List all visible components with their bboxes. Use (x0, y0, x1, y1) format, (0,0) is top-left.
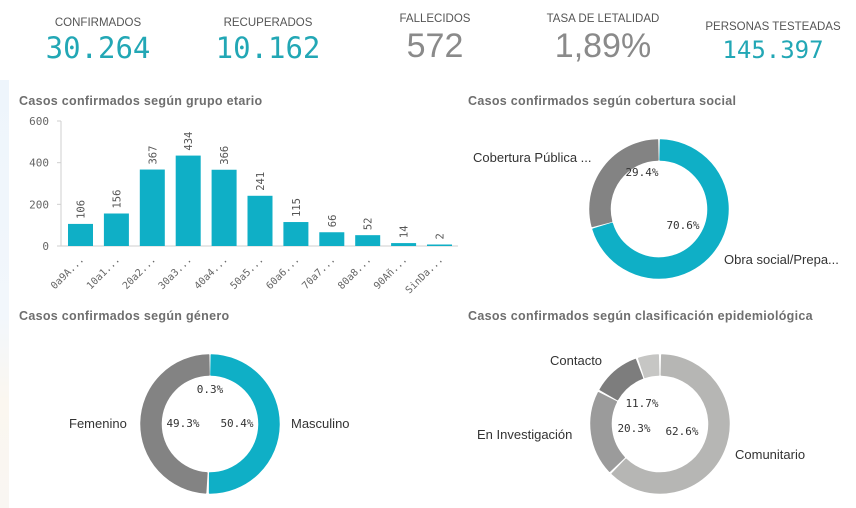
segment-otro[interactable] (637, 354, 660, 379)
y-tick-label: 400 (29, 157, 49, 170)
legend-cobertura-publica: Cobertura Pública ... (473, 150, 592, 165)
kpi-value: 1,89% (554, 27, 652, 65)
x-category-label: 30a3... (157, 254, 195, 292)
pct-obra-social: 70.6% (666, 219, 699, 232)
kpi-label: FALLECIDOS (399, 13, 471, 25)
bar-value-label: 241 (255, 172, 267, 191)
bar[interactable] (355, 235, 381, 246)
bar[interactable] (427, 244, 452, 247)
segment-masculino[interactable] (208, 354, 280, 494)
x-category-label: 50a5... (229, 254, 267, 292)
kpi-fallecidos: FALLECIDOS 572 (375, 13, 495, 65)
pct-comunitario: 62.6% (665, 425, 698, 438)
x-category-label: 40a4... (193, 254, 231, 292)
kpi-value: 30.264 (45, 31, 151, 65)
pct-femenino: 49.3% (166, 417, 199, 430)
segment-femenino[interactable] (140, 354, 210, 494)
x-category-label: 90Añ... (372, 254, 410, 292)
segment-en-investigacion[interactable] (590, 391, 625, 472)
kpi-value: 10.162 (215, 31, 321, 65)
pct-cobertura-publica: 29.4% (625, 166, 658, 179)
bar-value-label: 106 (76, 200, 88, 219)
y-tick-label: 600 (29, 115, 49, 128)
bar[interactable] (391, 243, 417, 246)
bar-value-label: 366 (219, 146, 231, 165)
kpi-value: 145.397 (722, 36, 824, 64)
segment-contacto[interactable] (599, 358, 644, 401)
legend-comunitario: Comunitario (735, 447, 805, 462)
legend-femenino: Femenino (69, 416, 127, 431)
pct-sin-dato: 0.3% (197, 383, 224, 396)
bar[interactable] (68, 223, 93, 246)
kpi-tasa-letalidad: TASA DE LETALIDAD 1,89% (533, 13, 673, 65)
x-category-label: 70a7... (300, 254, 338, 292)
kpi-label: PERSONAS TESTEADAS (705, 21, 841, 33)
segment-comunitario[interactable] (611, 354, 730, 494)
kpi-label: RECUPERADOS (223, 17, 313, 29)
bar-value-label: 156 (111, 190, 123, 209)
bar-value-label: 434 (183, 132, 195, 151)
pct-masculino: 50.4% (220, 417, 253, 430)
kpi-label: CONFIRMADOS (54, 17, 142, 29)
segment-obra-social[interactable] (592, 139, 729, 279)
kpi-confirmados: CONFIRMADOS 30.264 (38, 17, 158, 63)
age-chart-title: Casos confirmados según grupo etario (19, 94, 263, 108)
x-category-label: 0a9A... (49, 254, 87, 292)
gender-chart-title: Casos confirmados según género (19, 309, 230, 323)
x-category-label: 60a6... (264, 254, 302, 292)
coverage-chart-title: Casos confirmados según cobertura social (468, 94, 737, 108)
pct-contacto: 11.7% (625, 397, 658, 410)
x-category-label: 10a1... (85, 254, 123, 292)
epi-donut-chart: Contacto En Investigación Comunitario 11.7%… (477, 353, 805, 494)
y-tick-label: 0 (42, 240, 49, 253)
age-bar-chart: 0 200 400 600 106 0a9A... 156 10a1... 367 20a2...… (29, 115, 458, 296)
bar-value-label: 2 (435, 233, 447, 239)
bar[interactable] (175, 155, 201, 246)
gender-donut-chart: Femenino Masculino 0.3% 49.3% 50.4% (69, 354, 350, 494)
bar[interactable] (139, 169, 165, 246)
legend-masculino: Masculino (291, 416, 350, 431)
bar[interactable] (103, 213, 129, 247)
segment-cobertura-publica[interactable] (589, 139, 659, 228)
kpi-label: TASA DE LETALIDAD (546, 13, 660, 25)
x-category-label: 80a8... (336, 254, 374, 292)
legend-obra-social: Obra social/Prepa... (724, 252, 839, 267)
kpi-recuperados: RECUPERADOS 10.162 (208, 17, 328, 63)
kpi-personas-testeadas: PERSONAS TESTEADAS 145.397 (698, 21, 848, 65)
kpi-value: 572 (406, 27, 464, 65)
legend-en-investigacion: En Investigación (477, 427, 572, 442)
epi-chart-title: Casos confirmados según clasificación ep… (468, 309, 813, 323)
y-tick-label: 200 (29, 198, 49, 211)
pct-en-investigacion: 20.3% (617, 422, 650, 435)
background-strip (0, 80, 9, 508)
bar[interactable] (319, 232, 345, 246)
bar-value-label: 367 (147, 146, 159, 165)
legend-contacto: Contacto (550, 353, 602, 368)
bar[interactable] (211, 169, 237, 246)
x-category-label: SinDa... (404, 254, 446, 296)
bar-value-label: 14 (399, 225, 411, 238)
bar-value-label: 115 (291, 198, 303, 217)
coverage-donut-chart: Cobertura Pública ... Obra social/Prepa..… (473, 139, 839, 279)
x-category-label: 20a2... (121, 254, 159, 292)
bar[interactable] (247, 195, 273, 246)
bar-value-label: 52 (363, 218, 375, 231)
bar-value-label: 66 (327, 215, 339, 228)
bar[interactable] (283, 222, 309, 246)
